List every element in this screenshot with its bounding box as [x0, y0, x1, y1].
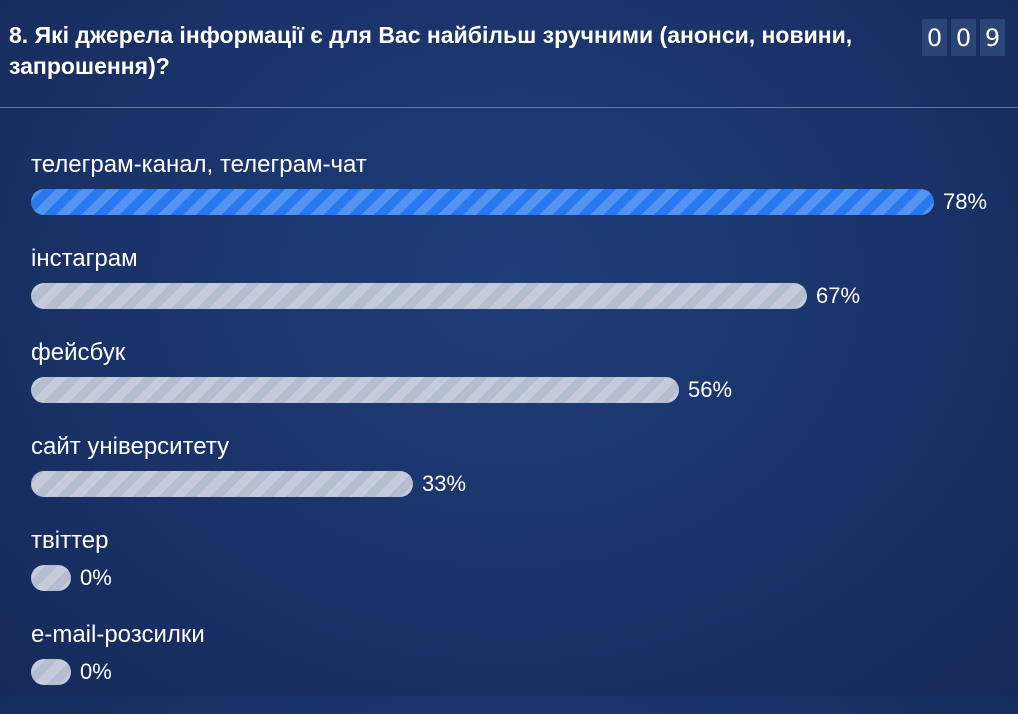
result-row: сайт університету 33%: [0, 432, 1018, 526]
result-row: телеграм-канал, телеграм-чат 78%: [0, 150, 1018, 244]
percent-label: 33%: [422, 471, 467, 496]
counter-digit: 0: [922, 19, 947, 56]
result-bar: [31, 565, 71, 591]
option-label: твіттер: [31, 527, 109, 554]
bar-container: 0%: [31, 659, 112, 685]
result-bar: [31, 471, 413, 497]
result-bar: [31, 659, 71, 685]
result-row: твіттер 0%: [0, 526, 1018, 620]
bar-container: 78%: [31, 189, 987, 215]
bar-container: 33%: [31, 471, 466, 497]
percent-label: 0%: [80, 659, 112, 684]
bar-container: 0%: [31, 565, 112, 591]
result-bar: [31, 283, 807, 309]
option-label: e-mail-розсилки: [31, 621, 205, 648]
percent-label: 78%: [943, 189, 988, 214]
counter-digit: 9: [980, 19, 1005, 56]
result-bar: [31, 189, 934, 215]
results-chart: телеграм-канал, телеграм-чат 78% інстагр…: [0, 150, 1018, 714]
question-title: 8. Які джерела інформації є для Вас найб…: [9, 22, 853, 79]
percent-label: 0%: [80, 565, 112, 590]
result-row: інстаграм 67%: [0, 244, 1018, 338]
response-counter: 0 0 9: [922, 19, 1005, 56]
result-bar: [31, 377, 679, 403]
option-label: інстаграм: [31, 245, 138, 272]
bar-container: 56%: [31, 377, 732, 403]
percent-label: 56%: [688, 377, 733, 402]
result-row: фейсбук 56%: [0, 338, 1018, 432]
option-label: телеграм-канал, телеграм-чат: [31, 151, 367, 178]
question-header: 8. Які джерела інформації є для Вас найб…: [0, 0, 1018, 108]
option-label: сайт університету: [31, 433, 230, 460]
result-row: e-mail-розсилки 0%: [0, 620, 1018, 714]
counter-digit: 0: [951, 19, 976, 56]
bar-container: 67%: [31, 283, 860, 309]
percent-label: 67%: [816, 283, 861, 308]
option-label: фейсбук: [31, 339, 126, 366]
